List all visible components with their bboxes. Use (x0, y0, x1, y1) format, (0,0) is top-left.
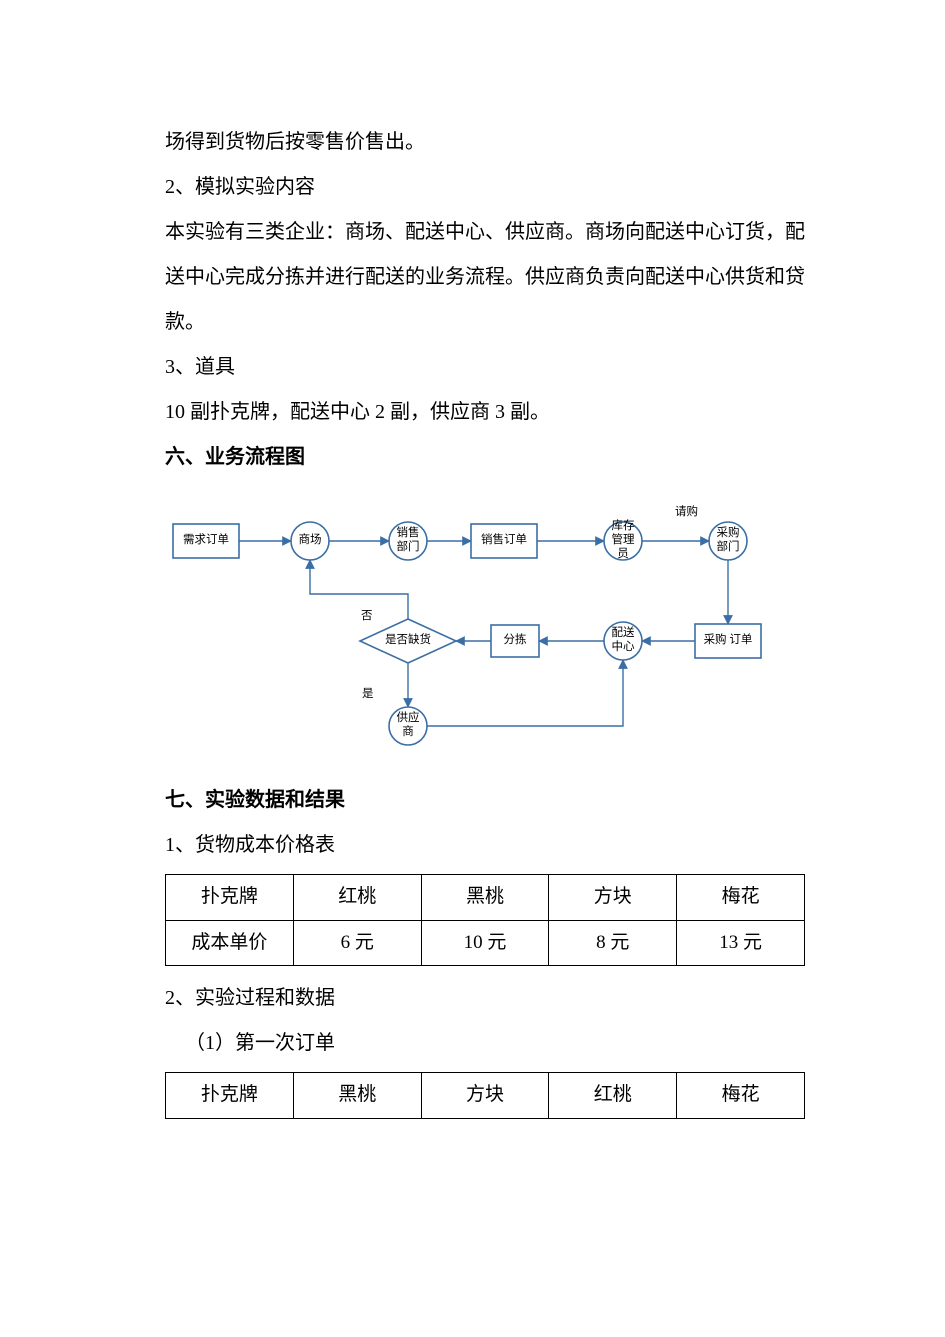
table-cell: 红桃 (549, 1073, 677, 1119)
table-cell: 黑桃 (293, 1073, 421, 1119)
table-cell: 13 元 (677, 920, 805, 966)
flow-label-request_purchase: 请购 (675, 506, 698, 520)
section-3-body: 10 副扑克牌，配送中心 2 副，供应商 3 副。 (165, 390, 805, 435)
heading-7: 七、实验数据和结果 (165, 778, 805, 823)
table-cell: 梅花 (677, 875, 805, 921)
table-cell: 梅花 (677, 1073, 805, 1119)
flow-node-label-purchase_dept: 采购部门 (709, 522, 747, 560)
flow-node-label-mall: 商场 (291, 522, 329, 560)
flow-node-label-sales_dept: 销售部门 (389, 522, 427, 560)
order1-table: 扑克牌黑桃方块红桃梅花 (165, 1072, 805, 1119)
section-7-1-title: 1、货物成本价格表 (165, 823, 805, 868)
table-cell: 扑克牌 (166, 1073, 294, 1119)
flow-node-label-dist_center: 配送中心 (604, 622, 642, 660)
table-cell: 方块 (421, 1073, 549, 1119)
section-3-title: 3、道具 (165, 345, 805, 390)
flow-node-label-inventory_mgr: 库存管理员 (604, 522, 642, 560)
section-7-2-title: 2、实验过程和数据 (165, 976, 805, 1021)
flow-node-label-demand_order: 需求订单 (173, 524, 239, 558)
table-row: 扑克牌红桃黑桃方块梅花 (166, 875, 805, 921)
table-cell: 红桃 (293, 875, 421, 921)
table-cell: 10 元 (421, 920, 549, 966)
table-cell: 成本单价 (166, 920, 294, 966)
flow-edge (310, 560, 408, 619)
flow-label-yes: 是 (362, 688, 374, 702)
cost-table: 扑克牌红桃黑桃方块梅花成本单价6 元10 元8 元13 元 (165, 874, 805, 966)
table-cell: 扑克牌 (166, 875, 294, 921)
heading-6: 六、业务流程图 (165, 435, 805, 480)
table-cell: 黑桃 (421, 875, 549, 921)
section-2-title: 2、模拟实验内容 (165, 165, 805, 210)
flow-node-label-sales_order: 销售订单 (471, 524, 537, 558)
table-cell: 6 元 (293, 920, 421, 966)
flow-label-no: 否 (361, 610, 373, 624)
paragraph-cont: 场得到货物后按零售价售出。 (165, 120, 805, 165)
table-row: 成本单价6 元10 元8 元13 元 (166, 920, 805, 966)
flow-node-label-sorting: 分拣 (491, 625, 539, 657)
flow-node-label-purchase_order: 采购 订单 (695, 624, 761, 658)
table-row: 扑克牌黑桃方块红桃梅花 (166, 1073, 805, 1119)
table-cell: 方块 (549, 875, 677, 921)
flowchart: 需求订单 商场 销售部门 销售订单 库存管理员 采购部门采购 订单 配送中心 分拣 是否缺货供应… (165, 494, 805, 764)
flow-node-label-shortage: 是否缺货 (360, 619, 456, 663)
flow-edge (427, 660, 623, 726)
section-2-body: 本实验有三类企业：商场、配送中心、供应商。商场向配送中心订货，配送中心完成分拣并… (165, 210, 805, 345)
section-7-2-1-title: （1）第一次订单 (165, 1021, 805, 1066)
flow-node-label-supplier: 供应商 (389, 707, 427, 745)
document-page: 场得到货物后按零售价售出。 2、模拟实验内容 本实验有三类企业：商场、配送中心、… (0, 0, 945, 1189)
table-cell: 8 元 (549, 920, 677, 966)
